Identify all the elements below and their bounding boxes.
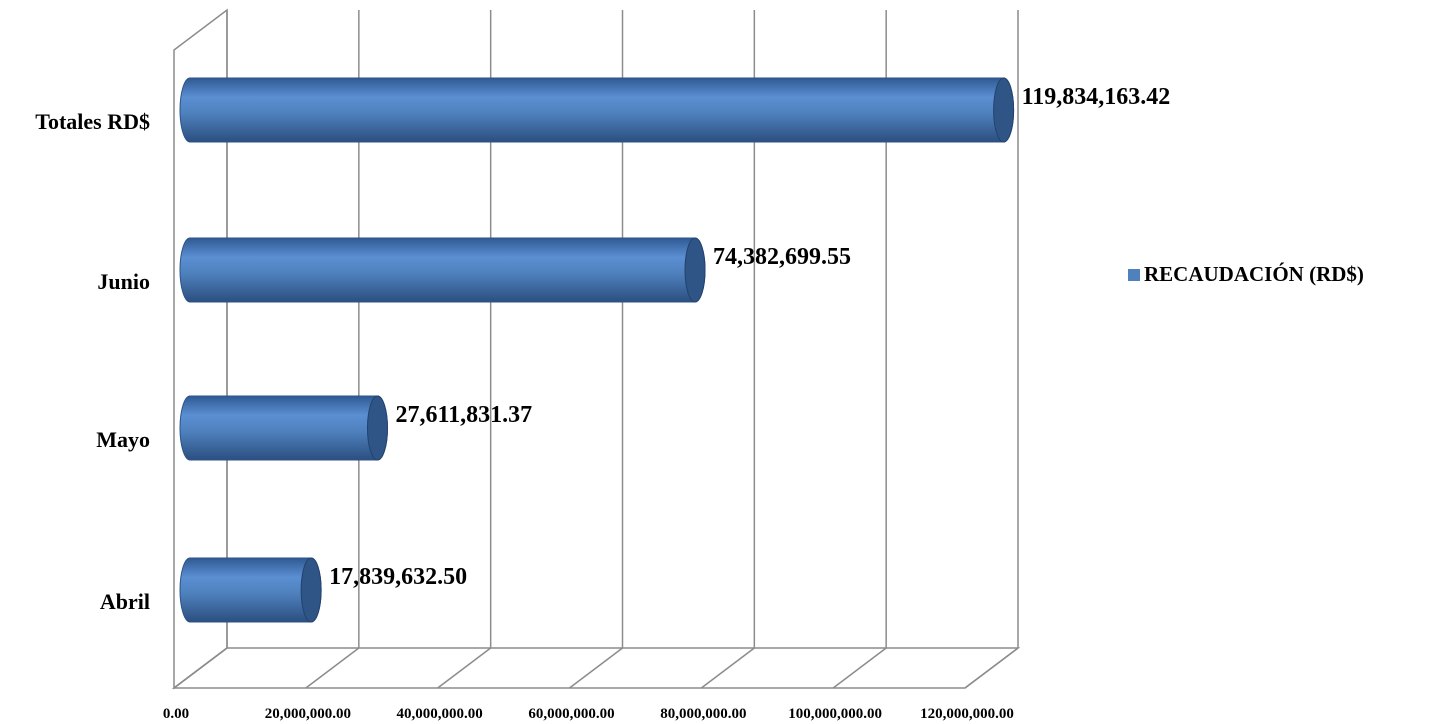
y-tick-label: Mayo <box>96 427 150 452</box>
x-tick-label: 120,000,000.00 <box>920 706 1014 722</box>
bar <box>179 557 322 623</box>
gridline-floor <box>305 647 360 689</box>
x-tick-label: 80,000,000.00 <box>660 706 746 722</box>
x-tick-label: 20,000,000.00 <box>265 706 351 722</box>
bar-group: 17,839,632.50 <box>179 557 467 623</box>
gridline-floor <box>832 647 887 689</box>
data-label: 74,382,699.55 <box>713 244 851 270</box>
y-tick-label: Abril <box>100 589 150 614</box>
bar-group: 27,611,831.37 <box>179 395 532 461</box>
legend-label: RECAUDACIÓN (RD$) <box>1144 262 1364 286</box>
gridline-floor <box>173 647 228 689</box>
gridline-floor <box>700 647 755 689</box>
data-label: 17,839,632.50 <box>329 564 467 590</box>
bar-group: 119,834,163.42 <box>179 77 1171 143</box>
bar <box>179 395 388 461</box>
gridline-floor <box>437 647 492 689</box>
gridline-floor <box>569 647 623 689</box>
legend: RECAUDACIÓN (RD$) <box>1128 262 1364 287</box>
bar-cap <box>993 77 1015 143</box>
bars: 17,839,632.50 27,611,831.37 74,382,699.55 1… <box>179 77 1171 623</box>
bar <box>179 77 1015 143</box>
y-tick-label: Junio <box>97 269 150 294</box>
legend-swatch <box>1128 268 1140 281</box>
bar-group: 74,382,699.55 <box>179 237 851 303</box>
y-axis-labels: Abril Mayo Junio Totales RD$ <box>35 109 150 614</box>
bar-cap <box>366 395 388 461</box>
x-tick-label: 0.00 <box>163 706 189 722</box>
data-label: 119,834,163.42 <box>1022 84 1171 110</box>
gridline-floor <box>964 647 1019 689</box>
bar-cap <box>684 237 706 303</box>
bar <box>179 237 706 303</box>
y-tick-label: Totales RD$ <box>35 109 150 134</box>
x-axis-ticks: 0.00 20,000,000.00 40,000,000.00 60,000,000… <box>163 706 1014 722</box>
data-label: 27,611,831.37 <box>395 402 532 428</box>
x-tick-label: 60,000,000.00 <box>528 706 614 722</box>
bar-cap <box>300 557 322 623</box>
x-tick-label: 100,000,000.00 <box>788 706 882 722</box>
x-tick-label: 40,000,000.00 <box>397 706 483 722</box>
